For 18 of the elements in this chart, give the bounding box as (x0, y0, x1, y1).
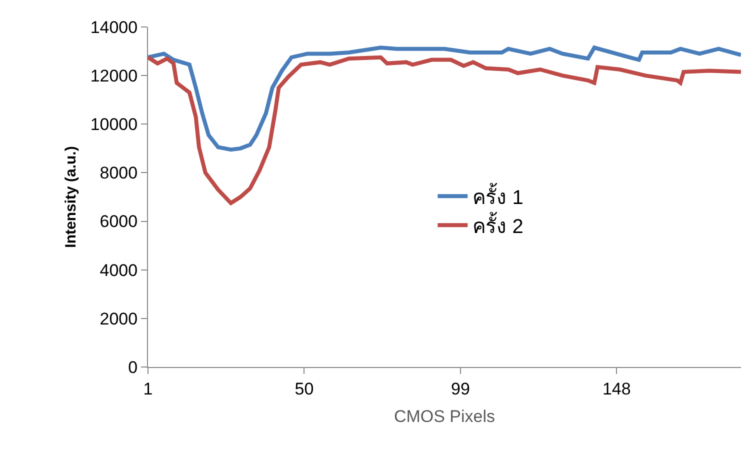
x-tick-label: 50 (294, 379, 314, 398)
y-axis-title: Intensity (a.u.) (62, 146, 80, 248)
y-tick-label: 2000 (100, 309, 138, 328)
y-tick-label: 10000 (90, 115, 138, 134)
x-tick-label: 1 (143, 379, 153, 398)
x-axis-title: CMOS Pixels (394, 406, 496, 426)
legend-label: ครั้ง 1 (472, 182, 524, 209)
y-tick-label: 14000 (90, 18, 138, 37)
y-tick-label: 4000 (100, 260, 138, 280)
line-series (148, 46, 741, 152)
line-series (148, 55, 741, 206)
y-tick-label: 12000 (90, 66, 138, 86)
y-tick-label: 6000 (100, 212, 138, 232)
y-tick-label: 0 (128, 358, 138, 377)
x-tick-label: 148 (602, 379, 631, 398)
legend-label: ครั้ง 2 (472, 212, 524, 238)
y-tick-label: 8000 (100, 164, 138, 183)
x-tick-label: 99 (450, 379, 470, 398)
